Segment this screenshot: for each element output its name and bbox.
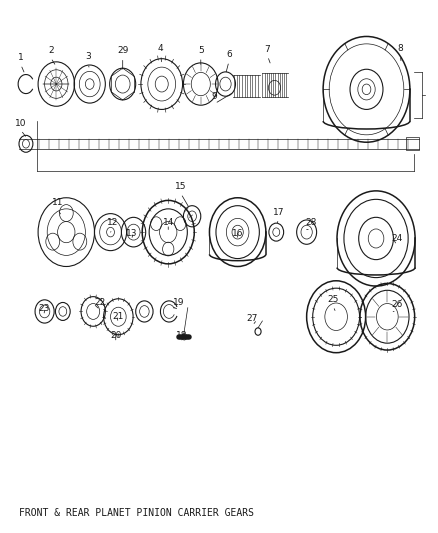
Text: 27: 27: [247, 314, 258, 324]
Text: 25: 25: [328, 295, 339, 304]
Text: 7: 7: [265, 45, 270, 54]
Text: 13: 13: [126, 229, 137, 238]
Text: 20: 20: [110, 332, 121, 340]
Text: 24: 24: [391, 234, 403, 243]
Text: 19: 19: [173, 298, 185, 308]
Text: 5: 5: [198, 46, 204, 55]
Text: 6: 6: [226, 50, 232, 59]
Text: 17: 17: [273, 207, 285, 216]
Text: 10: 10: [15, 119, 26, 128]
Bar: [406, 138, 419, 150]
Text: 21: 21: [113, 312, 124, 321]
Text: 11: 11: [52, 198, 64, 207]
Text: 12: 12: [107, 218, 118, 227]
Text: FRONT & REAR PLANET PINION CARRIER GEARS: FRONT & REAR PLANET PINION CARRIER GEARS: [19, 508, 254, 518]
Text: 23: 23: [38, 304, 49, 313]
Text: 14: 14: [162, 218, 174, 227]
Text: 4: 4: [158, 44, 164, 53]
Text: 3: 3: [85, 52, 91, 61]
Text: 1: 1: [18, 53, 24, 62]
Text: 28: 28: [305, 218, 317, 227]
Text: 15: 15: [175, 182, 187, 191]
Circle shape: [182, 334, 187, 340]
Text: 22: 22: [95, 298, 106, 308]
Text: 18: 18: [176, 332, 187, 340]
Text: 8: 8: [397, 44, 403, 53]
Text: 16: 16: [232, 229, 244, 238]
Text: 29: 29: [117, 46, 128, 55]
Text: 26: 26: [391, 300, 403, 309]
Text: 2: 2: [48, 46, 53, 55]
Text: 9: 9: [212, 92, 218, 101]
